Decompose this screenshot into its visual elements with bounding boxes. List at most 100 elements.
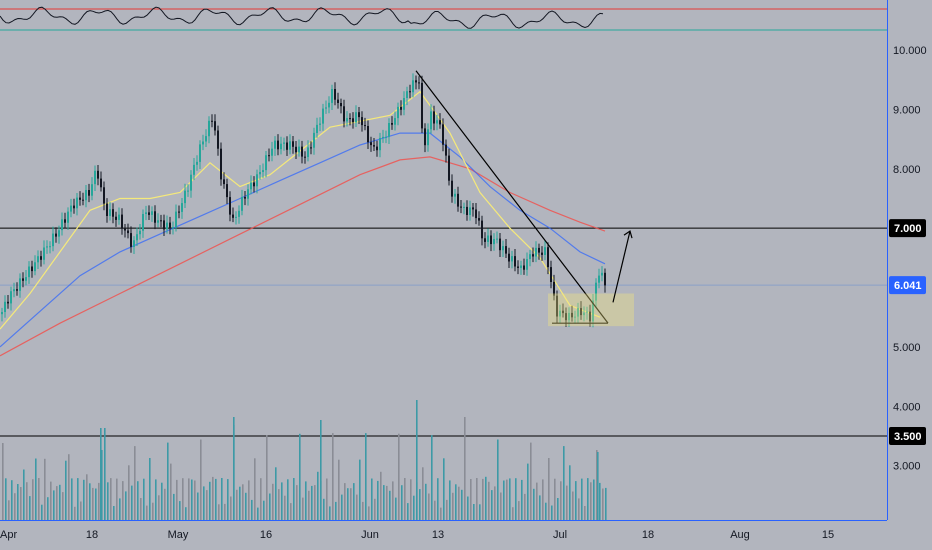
candle-body	[37, 256, 39, 263]
candle-body	[568, 312, 570, 321]
candle-body	[541, 252, 543, 255]
candle-body	[235, 216, 237, 218]
candle-body	[64, 219, 66, 223]
volume-bar	[152, 502, 154, 520]
volume-bar	[104, 428, 106, 520]
volume-bar	[341, 494, 343, 520]
volume-bar	[440, 507, 442, 520]
candle-body	[34, 262, 36, 272]
volume-bar	[167, 442, 169, 520]
volume-bar	[128, 465, 130, 520]
candle-body	[4, 301, 6, 312]
candle-body	[343, 106, 345, 122]
candle-body	[535, 247, 537, 257]
candle-body	[52, 233, 54, 247]
volume-bar	[362, 501, 364, 520]
volume-bar	[146, 505, 148, 520]
candle-body	[163, 220, 165, 230]
volume-bar	[149, 458, 151, 520]
candle-body	[265, 155, 267, 171]
candle-body	[187, 190, 189, 192]
volume-bar	[302, 497, 304, 520]
volume-bar	[188, 478, 190, 520]
volume-bar	[197, 492, 199, 520]
volume-bar	[287, 479, 289, 520]
volume-bar	[413, 495, 415, 520]
candle-body	[280, 143, 282, 150]
volume-bar	[464, 417, 466, 520]
candle-body	[67, 211, 69, 223]
volume-bar	[98, 482, 100, 520]
volume-bar	[251, 499, 253, 520]
candle-body	[121, 214, 123, 229]
candle-body	[439, 120, 441, 125]
volume-bar	[5, 478, 7, 520]
candle-body	[526, 259, 528, 270]
candle-body	[592, 300, 594, 322]
volume-bar	[317, 471, 319, 520]
price-tick-label: 4.000	[893, 401, 921, 413]
volume-bar	[467, 496, 469, 520]
candle-body	[184, 190, 186, 204]
candle-body	[247, 189, 249, 199]
candle-body	[154, 211, 156, 223]
candle-body	[298, 146, 300, 153]
accumulation-zone[interactable]	[548, 293, 634, 327]
volume-bar	[392, 481, 394, 520]
volume-bar	[107, 482, 109, 520]
volume-bar	[368, 506, 370, 520]
volume-bar	[419, 489, 421, 520]
price-tick-label: 9.000	[893, 104, 921, 116]
volume-bar	[560, 481, 562, 520]
candle-body	[337, 99, 339, 103]
candle-body	[481, 220, 483, 239]
volume-bar	[275, 467, 277, 520]
trendline-line[interactable]	[415, 70, 609, 324]
volume-bar	[569, 465, 571, 520]
candle-body	[364, 125, 366, 127]
volume-bar	[542, 479, 544, 520]
volume-bar	[398, 433, 400, 520]
volume-bar	[572, 491, 574, 520]
volume-bar	[335, 501, 337, 520]
price-tick-label: 3.000	[893, 461, 921, 473]
projection-arrow[interactable]	[612, 230, 631, 303]
candle-body	[508, 253, 510, 262]
candle-body	[211, 120, 213, 122]
candle-body	[352, 118, 354, 123]
volume-bar	[74, 506, 76, 520]
volume-bar	[428, 493, 430, 520]
candle-body	[73, 205, 75, 209]
candle-body	[367, 126, 369, 143]
candle-body	[550, 267, 552, 282]
candle-body	[301, 146, 303, 157]
price-tick-label: 5.000	[893, 342, 921, 354]
volume-bar	[437, 478, 439, 520]
volume-bar	[182, 478, 184, 520]
volume-bar	[212, 476, 214, 520]
candle-body	[595, 282, 597, 301]
volume-bar	[575, 481, 577, 520]
candle-body	[400, 106, 402, 110]
candle-body	[571, 312, 573, 318]
candle-body	[244, 197, 246, 199]
volume-bar	[44, 458, 46, 520]
candle-body	[499, 238, 501, 251]
volume-bar	[563, 446, 565, 520]
candle-body	[46, 246, 48, 248]
candle-body	[403, 98, 405, 110]
volume-bar	[218, 504, 220, 520]
candle-body	[103, 187, 105, 204]
candle-body	[124, 228, 126, 231]
candle-body	[502, 246, 504, 251]
candle-body	[16, 289, 18, 291]
candle-body	[514, 256, 516, 267]
volume-bar	[458, 486, 460, 520]
candle-body	[487, 235, 489, 242]
volume-bar	[80, 501, 82, 520]
candle-body	[214, 121, 216, 131]
candle-body	[322, 108, 324, 124]
volume-bar	[470, 479, 472, 520]
time-tick-label: Jul	[553, 529, 567, 541]
